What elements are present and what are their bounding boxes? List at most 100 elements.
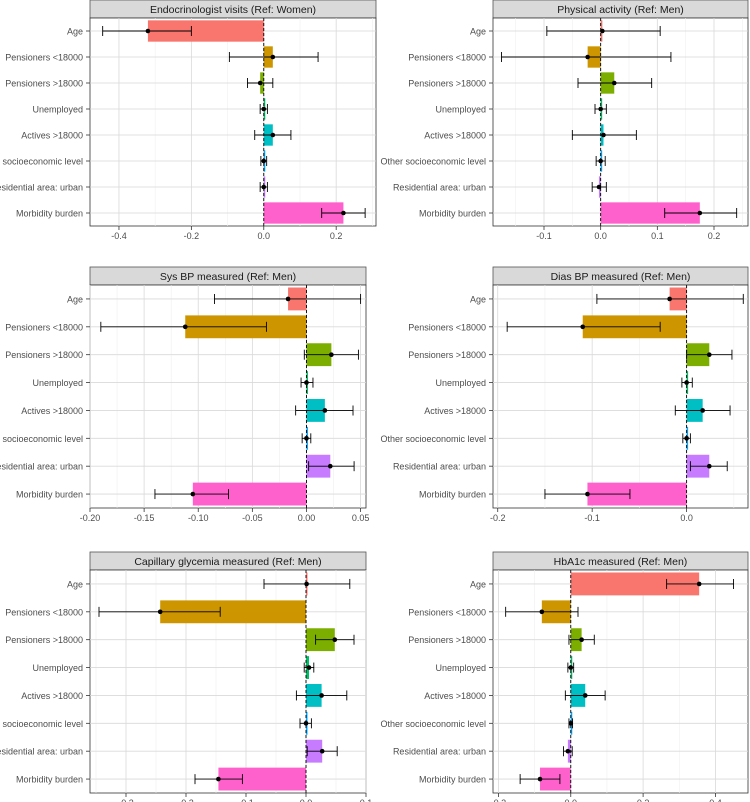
point-estimate: [270, 132, 276, 138]
x-tick-label: -0.2: [491, 798, 507, 802]
point-estimate: [684, 436, 689, 441]
chart-panel-3: Dias BP measured (Ref: Men) -0.2 -0.1 0.0 Ag…: [380, 266, 749, 523]
category-label: Residential area: urban: [393, 462, 486, 472]
point-estimate: [261, 106, 267, 112]
category-label: Age: [67, 27, 83, 37]
point-estimate: [582, 693, 588, 698]
point-estimate: [329, 352, 334, 357]
category-label: Residential area: urban: [0, 183, 83, 193]
point-estimate: [600, 28, 605, 34]
point-estimate: [579, 637, 584, 642]
x-tick-label: 0.1: [360, 798, 373, 802]
category-label: Unemployed: [32, 663, 83, 673]
x-tick-label: 0.4: [709, 798, 722, 802]
point-estimate: [157, 609, 163, 615]
x-tick-label: 0.0: [565, 798, 578, 802]
bar: [570, 572, 700, 596]
point-estimate: [596, 184, 602, 190]
x-tick-label: 0.05: [352, 513, 370, 523]
x-tick-label: -0.15: [134, 513, 155, 523]
category-label: Pensioners <18000: [408, 53, 486, 63]
category-label: Pensioners >18000: [5, 350, 83, 360]
category-label: Pensioners >18000: [408, 350, 486, 360]
chart-panel-4: Capillary glycemia measured (Ref: Men) -0…: [0, 551, 373, 802]
bar: [218, 767, 306, 791]
category-label: Morbidity burden: [16, 490, 83, 500]
point-estimate: [257, 80, 263, 86]
category-label: Age: [67, 579, 83, 589]
category-label: Residential area: urban: [0, 462, 83, 472]
point-estimate: [190, 491, 196, 497]
category-label: Morbidity burden: [419, 490, 486, 500]
point-estimate: [304, 581, 309, 587]
category-label: Unemployed: [32, 378, 83, 388]
category-label: Pensioners >18000: [5, 79, 83, 89]
x-tick-label: -0.4: [111, 231, 127, 241]
x-tick-label: 0.0: [680, 513, 693, 523]
panel-title: Physical activity (Ref: Men): [557, 4, 684, 16]
category-label: Other socioeconomic level: [380, 719, 486, 729]
plot-area: [492, 569, 749, 794]
point-estimate: [285, 296, 291, 302]
panel-title: Endocrinologist visits (Ref: Women): [150, 4, 316, 16]
x-tick-label: 0.2: [330, 231, 343, 241]
chart-panel-2: Sys BP measured (Ref: Men) -0.20 -0.15 -0.1…: [0, 266, 370, 523]
x-tick-label: -0.2: [184, 231, 200, 241]
bar: [263, 202, 344, 224]
category-label: Pensioners <18000: [5, 322, 83, 332]
point-estimate: [303, 721, 309, 726]
category-label: Morbidity burden: [419, 209, 486, 219]
category-label: Unemployed: [435, 378, 486, 388]
bar: [600, 202, 700, 224]
x-tick-label: -0.20: [80, 513, 101, 523]
category-label: Age: [470, 27, 486, 37]
x-tick-label: -0.05: [242, 513, 263, 523]
bar: [192, 482, 307, 506]
point-estimate: [696, 581, 702, 587]
point-estimate: [182, 324, 188, 330]
point-estimate: [537, 776, 543, 782]
x-tick-label: 0.2: [708, 231, 721, 241]
x-tick-label: -0.1: [238, 798, 254, 802]
category-label: Morbidity burden: [16, 775, 83, 785]
point-estimate: [601, 132, 606, 138]
point-estimate: [304, 380, 309, 385]
category-label: Age: [470, 579, 486, 589]
category-label: Residential area: urban: [393, 183, 486, 193]
category-label: Actives >18000: [424, 131, 486, 141]
x-tick-label: 0.0: [300, 798, 313, 802]
point-estimate: [306, 665, 312, 670]
category-label: Actives >18000: [424, 406, 486, 416]
category-label: Pensioners <18000: [408, 322, 486, 332]
point-estimate: [585, 491, 590, 497]
point-estimate: [667, 296, 672, 302]
point-estimate: [700, 408, 705, 413]
plot-area: [89, 17, 377, 227]
point-estimate: [706, 463, 712, 469]
point-estimate: [684, 380, 689, 385]
panel-title: Capillary glycemia measured (Ref: Men): [134, 556, 321, 568]
point-estimate: [332, 637, 338, 642]
x-tick-label: -0.1: [584, 513, 600, 523]
category-label: Age: [67, 294, 83, 304]
plot-area: [492, 17, 749, 227]
panel-title: HbA1c measured (Ref: Men): [554, 556, 688, 568]
category-label: Unemployed: [435, 663, 486, 673]
point-estimate: [706, 352, 712, 357]
x-tick-label: 0.1: [651, 231, 664, 241]
panel-title: Dias BP measured (Ref: Men): [551, 271, 691, 283]
x-tick-label: 0.0: [594, 231, 607, 241]
point-estimate: [145, 28, 151, 34]
category-label: Unemployed: [32, 105, 83, 115]
point-estimate: [319, 748, 325, 754]
point-estimate: [261, 158, 267, 164]
category-label: Other socioeconomic level: [0, 434, 83, 444]
category-label: Actives >18000: [21, 691, 83, 701]
point-estimate: [611, 80, 617, 86]
point-estimate: [539, 609, 545, 615]
x-tick-label: 0.00: [298, 513, 316, 523]
chart-panel-5: HbA1c measured (Ref: Men) -0.2 0.0 0.2 0.4 Ag…: [380, 551, 749, 802]
category-label: Actives >18000: [21, 131, 83, 141]
category-label: Other socioeconomic level: [380, 157, 486, 167]
bar: [160, 600, 306, 624]
